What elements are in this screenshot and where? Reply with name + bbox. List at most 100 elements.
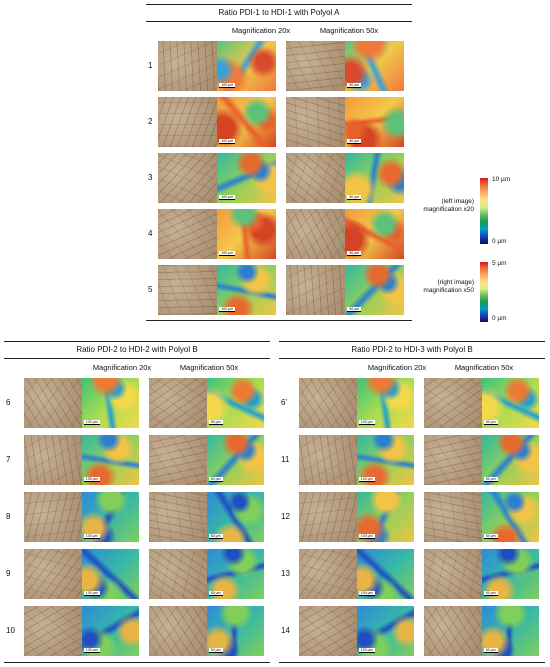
height-map: [345, 97, 404, 147]
legend-left-label-line1: (left image): [441, 198, 474, 205]
image-pair-20x: 100 µm: [299, 606, 414, 656]
row-label: 8: [6, 512, 11, 521]
optical-micrograph: [149, 378, 207, 428]
image-pair-20x: 100 µm: [24, 492, 139, 542]
row-label: 6: [6, 398, 11, 407]
bottom-rule: [4, 662, 270, 663]
image-pair-20x: 100 µm: [24, 378, 139, 428]
image-pair-20x: 100 µm: [299, 492, 414, 542]
scale-bar: 100 µm: [358, 591, 375, 596]
image-pair-50x: 50 µm: [286, 97, 404, 147]
column-header-50x: Magnification 50x: [454, 363, 514, 372]
bottom-rule: [146, 320, 412, 321]
image-pair-50x: 50 µm: [424, 549, 539, 599]
scale-bar: 50 µm: [347, 139, 362, 144]
row-label: 6': [281, 398, 287, 407]
scale-bar: 100 µm: [83, 648, 100, 653]
height-map: [206, 549, 264, 599]
image-pair-50x: 50 µm: [424, 492, 539, 542]
image-pair-50x: 50 µm: [149, 492, 264, 542]
optical-micrograph: [149, 492, 207, 542]
bottom-right-panel: Ratio PDI-2 to HDI-3 with Polyol B Magni…: [279, 341, 545, 664]
optical-micrograph: [149, 435, 207, 485]
height-map: [345, 209, 404, 259]
image-pair-50x: 50 µm: [149, 378, 264, 428]
title-rule: [146, 21, 412, 22]
optical-micrograph: [286, 153, 345, 203]
optical-micrograph: [149, 549, 207, 599]
colorbar-20x-max: 10 µm: [492, 176, 511, 183]
row-label: 2: [148, 117, 153, 126]
top-panel: Ratio PDI-1 to HDI-1 with Polyol A Magni…: [146, 4, 412, 322]
column-header-20x: Magnification 20x: [231, 26, 291, 35]
colorbar-50x-max: 5 µm: [492, 260, 507, 267]
scale-bar: 50 µm: [208, 534, 223, 539]
scale-bar: 100 µm: [83, 591, 100, 596]
height-map: [345, 153, 404, 203]
top-rule: [4, 341, 270, 342]
height-map: [345, 265, 404, 315]
row-label: 3: [148, 173, 153, 182]
scale-bar: 50 µm: [483, 591, 498, 596]
scale-bar: 100 µm: [219, 83, 236, 88]
image-pair-50x: 50 µm: [424, 435, 539, 485]
scale-bar: 100 µm: [219, 251, 236, 256]
column-header-50x: Magnification 50x: [319, 26, 379, 35]
column-header-20x: Magnification 20x: [92, 363, 152, 372]
optical-micrograph: [299, 378, 357, 428]
row-label: 11: [281, 455, 290, 464]
title-rule: [279, 358, 545, 359]
row-label: 12: [281, 512, 290, 521]
image-pair-50x: 50 µm: [149, 549, 264, 599]
scale-bar: 50 µm: [347, 83, 362, 88]
title-rule: [4, 358, 270, 359]
optical-micrograph: [24, 492, 82, 542]
scale-bar: 50 µm: [347, 307, 362, 312]
optical-micrograph: [158, 209, 217, 259]
scale-bar: 50 µm: [483, 420, 498, 425]
height-map: [217, 153, 276, 203]
image-pair-50x: 50 µm: [149, 606, 264, 656]
height-map: [356, 606, 414, 656]
scale-bar: 50 µm: [483, 534, 498, 539]
optical-micrograph: [299, 549, 357, 599]
panel-title: Ratio PDI-2 to HDI-2 with Polyol B: [76, 345, 198, 354]
optical-micrograph: [286, 97, 345, 147]
height-map: [356, 549, 414, 599]
optical-micrograph: [299, 492, 357, 542]
optical-micrograph: [424, 378, 482, 428]
scale-bar: 100 µm: [83, 477, 100, 482]
scale-bar: 50 µm: [483, 477, 498, 482]
scale-bar: 100 µm: [219, 195, 236, 200]
panel-title: Ratio PDI-2 to HDI-3 with Polyol B: [351, 345, 473, 354]
scale-bar: 100 µm: [83, 534, 100, 539]
height-map: [481, 549, 539, 599]
scale-bar: 50 µm: [208, 420, 223, 425]
panel-title: Ratio PDI-1 to HDI-1 with Polyol A: [218, 8, 340, 17]
height-map: [481, 435, 539, 485]
height-map: [217, 265, 276, 315]
image-pair-50x: 50 µm: [424, 378, 539, 428]
image-pair-50x: 50 µm: [286, 41, 404, 91]
height-map: [206, 378, 264, 428]
image-pair-50x: 50 µm: [286, 209, 404, 259]
bottom-left-panel: Ratio PDI-2 to HDI-2 with Polyol B Magni…: [4, 341, 270, 664]
legend-right-label: (right image) magnification x50: [412, 279, 474, 295]
height-map: [81, 492, 139, 542]
optical-micrograph: [424, 606, 482, 656]
scale-bar: 50 µm: [208, 591, 223, 596]
row-label: 5: [148, 285, 153, 294]
height-map: [81, 435, 139, 485]
optical-micrograph: [424, 549, 482, 599]
height-map: [217, 97, 276, 147]
legend-left-label: (left image) magnification x20: [412, 198, 474, 214]
colorbar-50x-min: 0 µm: [492, 315, 507, 322]
optical-micrograph: [286, 41, 345, 91]
scale-bar: 100 µm: [358, 420, 375, 425]
height-map: [206, 606, 264, 656]
optical-micrograph: [24, 378, 82, 428]
optical-micrograph: [24, 435, 82, 485]
column-header-20x: Magnification 20x: [367, 363, 427, 372]
column-header-50x: Magnification 50x: [179, 363, 239, 372]
optical-micrograph: [149, 606, 207, 656]
